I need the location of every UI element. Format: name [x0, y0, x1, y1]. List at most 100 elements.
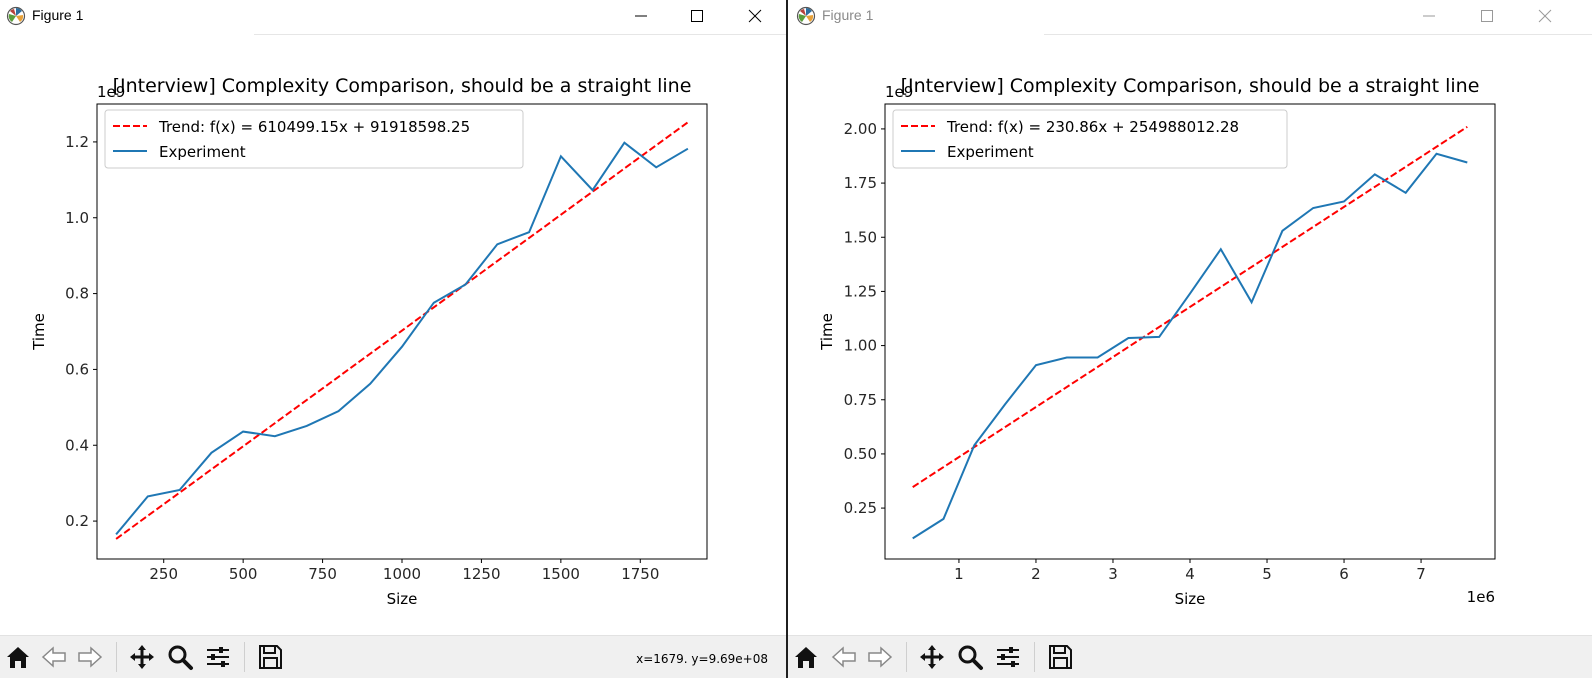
- title-bar[interactable]: Figure 1: [788, 0, 1592, 32]
- toolbar-separator: [244, 642, 245, 672]
- trend-line: [115, 121, 689, 540]
- y-tick-label: 0.2: [65, 512, 89, 530]
- magnifier-icon: [168, 645, 193, 670]
- title-bar[interactable]: Figure 1: [0, 0, 786, 32]
- legend-label: Experiment: [947, 143, 1034, 161]
- forward-button[interactable]: [74, 641, 106, 673]
- back-button[interactable]: [828, 641, 860, 673]
- forward-arrow-icon: [868, 646, 893, 668]
- y-tick-label: 2.00: [844, 120, 877, 138]
- home-icon: [7, 647, 29, 668]
- zoom-button[interactable]: [164, 641, 196, 673]
- minimize-button[interactable]: [1406, 0, 1452, 32]
- sliders-icon: [997, 647, 1019, 667]
- floppy-disk-icon: [259, 645, 282, 669]
- y-tick-label: 0.50: [844, 445, 877, 463]
- y-offset-label: 1e9: [885, 83, 913, 101]
- y-offset-label: 1e9: [97, 83, 125, 101]
- x-tick-label: 4: [1185, 565, 1195, 583]
- move-arrows-icon: [920, 645, 944, 669]
- title-separator: [254, 34, 786, 35]
- pan-button[interactable]: [126, 641, 158, 673]
- y-axis-label: Time: [818, 313, 836, 351]
- y-tick-label: 0.75: [844, 391, 877, 409]
- x-tick-label: 500: [229, 565, 258, 583]
- x-offset-label: 1e6: [1467, 588, 1495, 606]
- cursor-coordinates: x=1679. y=9.69e+08: [636, 652, 768, 666]
- figure-window-left: Figure 1 250 500 750 1000 1250 1500 1750 0.2 0.4…: [0, 0, 786, 678]
- plot-frame: [96, 103, 708, 560]
- chart-title: [Interview] Complexity Comparison, shoul…: [901, 75, 1480, 97]
- close-icon: [748, 9, 762, 23]
- configure-subplots-button[interactable]: [202, 641, 234, 673]
- maximize-icon: [1481, 10, 1493, 22]
- window-divider: [786, 0, 788, 678]
- home-button[interactable]: [2, 641, 34, 673]
- title-separator: [1044, 34, 1592, 35]
- minimize-button[interactable]: [618, 0, 664, 32]
- y-tick-label: 0.6: [65, 360, 89, 378]
- legend-label: Trend: f(x) = 230.86x + 254988012.28: [946, 118, 1239, 136]
- matplotlib-logo-icon: [796, 6, 816, 26]
- experiment-line: [115, 141, 689, 536]
- forward-arrow-icon: [78, 646, 103, 668]
- trend-line: [912, 125, 1468, 488]
- close-button[interactable]: [732, 0, 778, 32]
- legend-box: [892, 109, 1288, 169]
- back-arrow-icon: [831, 646, 856, 668]
- legend-label: Trend: f(x) = 610499.15x + 91918598.25: [158, 118, 470, 136]
- save-button[interactable]: [254, 641, 286, 673]
- window-title: Figure 1: [822, 7, 874, 23]
- sliders-icon: [207, 647, 229, 667]
- close-button[interactable]: [1522, 0, 1568, 32]
- y-tick-label: 1.2: [65, 133, 89, 151]
- maximize-icon: [691, 10, 703, 22]
- y-tick-label: 0.8: [65, 285, 89, 303]
- toolbar-separator: [116, 642, 117, 672]
- y-axis-label: Time: [30, 313, 48, 351]
- pan-button[interactable]: [916, 641, 948, 673]
- maximize-button[interactable]: [1464, 0, 1510, 32]
- magnifier-icon: [958, 645, 983, 670]
- x-axis-label: Size: [387, 590, 418, 608]
- y-tick-label: 0.4: [65, 436, 89, 454]
- x-tick-label: 6: [1339, 565, 1349, 583]
- back-button[interactable]: [38, 641, 70, 673]
- zoom-button[interactable]: [954, 641, 986, 673]
- x-tick-label: 7: [1416, 565, 1426, 583]
- y-tick-label: 1.50: [844, 228, 877, 246]
- x-tick-label: 2: [1031, 565, 1041, 583]
- x-tick-label: 1000: [383, 565, 421, 583]
- minimize-icon: [635, 15, 647, 17]
- x-tick-label: 1: [954, 565, 964, 583]
- legend-box: [104, 109, 524, 169]
- x-tick-label: 5: [1262, 565, 1272, 583]
- x-tick-label: 1250: [462, 565, 500, 583]
- experiment-line: [912, 152, 1468, 540]
- x-tick-label: 750: [308, 565, 337, 583]
- toolbar-separator: [1034, 642, 1035, 672]
- configure-subplots-button[interactable]: [992, 641, 1024, 673]
- close-icon: [1538, 9, 1552, 23]
- figure-window-right: Figure 1 1 2 3 4 5 6 7 0.25 0.50 0.75 1.00 1.25 1.50…: [788, 0, 1592, 678]
- maximize-button[interactable]: [674, 0, 720, 32]
- toolbar-separator: [906, 642, 907, 672]
- chart-left[interactable]: 250 500 750 1000 1250 1500 1750 0.2 0.4 0.6 0.8 1.0…: [0, 36, 786, 626]
- chart-right[interactable]: 1 2 3 4 5 6 7 0.25 0.50 0.75 1.00 1.25 1.50 1.75 2.00 […: [788, 36, 1592, 626]
- matplotlib-logo-icon: [6, 6, 26, 26]
- legend-label: Experiment: [159, 143, 246, 161]
- move-arrows-icon: [130, 645, 154, 669]
- forward-button[interactable]: [864, 641, 896, 673]
- home-icon: [795, 647, 817, 668]
- home-button[interactable]: [790, 641, 822, 673]
- x-tick-label: 250: [149, 565, 178, 583]
- x-tick-label: 1500: [542, 565, 580, 583]
- y-tick-label: 1.25: [844, 282, 877, 300]
- minimize-icon: [1423, 15, 1435, 17]
- window-title: Figure 1: [32, 7, 84, 23]
- back-arrow-icon: [41, 646, 66, 668]
- save-button[interactable]: [1044, 641, 1076, 673]
- x-tick-label: 1750: [621, 565, 659, 583]
- y-tick-label: 1.00: [844, 337, 877, 355]
- plot-frame: [884, 103, 1496, 560]
